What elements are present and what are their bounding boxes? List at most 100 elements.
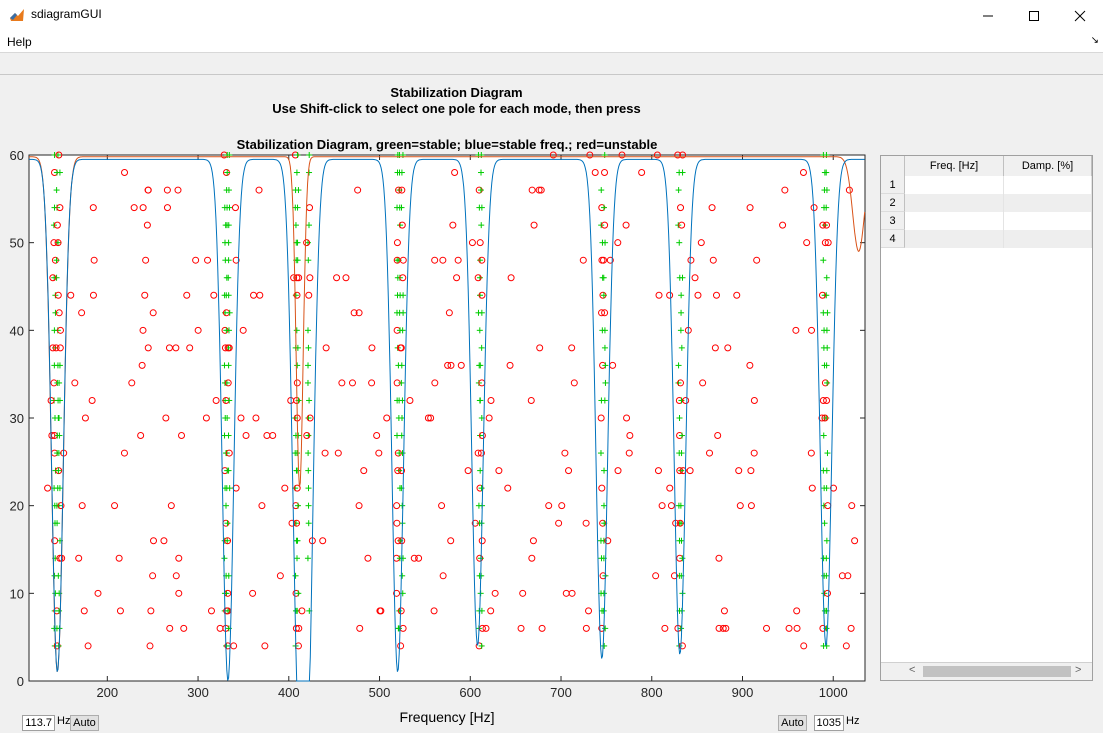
stable-pole-marker xyxy=(293,555,300,562)
chart-title: Stabilization Diagram, green=stable; blu… xyxy=(237,137,658,152)
unstable-pole-marker xyxy=(162,414,170,422)
stable-pole-marker xyxy=(295,187,302,194)
stable-pole-marker xyxy=(601,642,608,649)
stabilization-plot[interactable]: Stabilization Diagram, green=stable; blu… xyxy=(0,130,875,730)
maximize-button[interactable] xyxy=(1011,0,1057,31)
stable-pole-marker xyxy=(676,239,683,246)
unstable-pole-marker xyxy=(699,379,707,387)
scroll-left-icon[interactable]: < xyxy=(909,664,916,676)
table-row[interactable]: 1 xyxy=(881,176,1092,194)
x-tick-label: 500 xyxy=(369,685,391,700)
stable-pole-marker xyxy=(678,309,685,316)
unstable-pole-marker xyxy=(183,291,191,299)
y-tick-label: 10 xyxy=(10,586,24,601)
auto-xmin-button[interactable]: Auto xyxy=(70,715,99,731)
x-tick-label: 900 xyxy=(732,685,754,700)
stable-pole-marker xyxy=(395,257,402,264)
menu-help[interactable]: Help xyxy=(7,35,32,49)
stable-pole-marker xyxy=(306,397,313,404)
unstable-pole-marker xyxy=(819,221,827,229)
unstable-pole-marker xyxy=(138,361,146,369)
unstable-pole-marker xyxy=(242,432,250,440)
unstable-pole-marker xyxy=(225,449,233,457)
unstable-pole-marker xyxy=(281,484,289,492)
unstable-pole-marker xyxy=(750,396,758,404)
unstable-pole-marker xyxy=(438,502,446,510)
unstable-pole-marker xyxy=(591,169,599,177)
table-horizontal-scrollbar[interactable]: < > xyxy=(881,662,1092,680)
stable-pole-marker xyxy=(398,362,405,369)
unstable-pole-marker xyxy=(84,642,92,650)
unstable-pole-marker xyxy=(604,537,612,545)
cell-damp[interactable] xyxy=(1004,230,1092,248)
unstable-pole-marker xyxy=(838,572,846,580)
unstable-pole-marker xyxy=(163,186,171,194)
unstable-pole-marker xyxy=(192,256,200,264)
unstable-pole-marker xyxy=(568,589,576,597)
unstable-pole-marker xyxy=(808,484,816,492)
unstable-pole-marker xyxy=(750,449,758,457)
unstable-pole-marker xyxy=(453,274,461,282)
unstable-pole-marker xyxy=(454,256,462,264)
stable-pole-marker xyxy=(478,222,485,229)
stable-pole-marker xyxy=(823,169,830,176)
close-button[interactable] xyxy=(1057,0,1103,31)
cell-damp[interactable] xyxy=(1004,176,1092,194)
unstable-pole-marker xyxy=(360,467,368,475)
xmax-input[interactable]: 1035 xyxy=(814,715,844,731)
unstable-pole-marker xyxy=(142,256,150,264)
unstable-pole-marker xyxy=(237,414,245,422)
unstable-pole-marker xyxy=(160,537,168,545)
stable-pole-marker xyxy=(823,467,830,474)
stable-pole-marker xyxy=(305,485,312,492)
column-header-damp[interactable]: Damp. [%] xyxy=(1004,156,1092,176)
unstable-pole-marker xyxy=(57,502,65,510)
unstable-pole-marker xyxy=(449,221,457,229)
table-row[interactable]: 2 xyxy=(881,194,1092,212)
cell-freq[interactable] xyxy=(905,194,1004,212)
unstable-pole-marker xyxy=(601,309,609,317)
unstable-pole-marker xyxy=(431,256,439,264)
cell-freq[interactable] xyxy=(905,230,1004,248)
scroll-right-icon[interactable]: > xyxy=(1075,664,1082,676)
table-row[interactable]: 4 xyxy=(881,230,1092,248)
stable-pole-marker xyxy=(295,432,302,439)
stable-pole-marker xyxy=(224,415,231,421)
unstable-pole-marker xyxy=(474,449,482,457)
stable-pole-marker xyxy=(399,572,406,579)
column-header-freq[interactable]: Freq. [Hz] xyxy=(905,156,1004,176)
mode-table[interactable]: Freq. [Hz] Damp. [%] 1 2 3 4 < > xyxy=(880,155,1093,681)
unstable-pole-marker xyxy=(121,169,129,177)
dock-arrow-icon[interactable]: ↘ xyxy=(1090,35,1099,46)
cell-freq[interactable] xyxy=(905,176,1004,194)
stable-pole-marker xyxy=(679,555,686,562)
unstable-pole-marker xyxy=(290,274,298,282)
unstable-pole-marker xyxy=(529,537,537,545)
unstable-pole-marker xyxy=(71,379,79,387)
unstable-pole-marker xyxy=(44,484,52,492)
stable-pole-marker xyxy=(823,537,830,544)
cell-damp[interactable] xyxy=(1004,194,1092,212)
stable-pole-marker xyxy=(675,187,682,194)
cell-freq[interactable] xyxy=(905,212,1004,230)
stable-pole-marker xyxy=(56,379,63,386)
table-row[interactable]: 3 xyxy=(881,212,1092,230)
unstable-pole-marker xyxy=(89,291,97,299)
unstable-pole-marker xyxy=(338,379,346,387)
unstable-pole-marker xyxy=(720,607,728,615)
unstable-pole-marker xyxy=(724,344,732,352)
unstable-pole-marker xyxy=(54,291,62,299)
unstable-pole-marker xyxy=(224,379,232,387)
unstable-pole-marker xyxy=(600,256,608,264)
window-title: sdiagramGUI xyxy=(31,7,102,21)
xmin-input[interactable]: 113.7 xyxy=(22,715,55,731)
stable-pole-marker xyxy=(400,292,407,299)
auto-xmax-button[interactable]: Auto xyxy=(778,715,807,731)
minimize-button[interactable] xyxy=(965,0,1011,31)
scroll-thumb[interactable] xyxy=(923,666,1071,677)
stable-pole-marker xyxy=(824,309,831,316)
stable-pole-marker xyxy=(224,537,231,544)
unstable-pole-marker xyxy=(175,554,183,562)
cell-damp[interactable] xyxy=(1004,212,1092,230)
unstable-pole-marker xyxy=(292,624,300,632)
